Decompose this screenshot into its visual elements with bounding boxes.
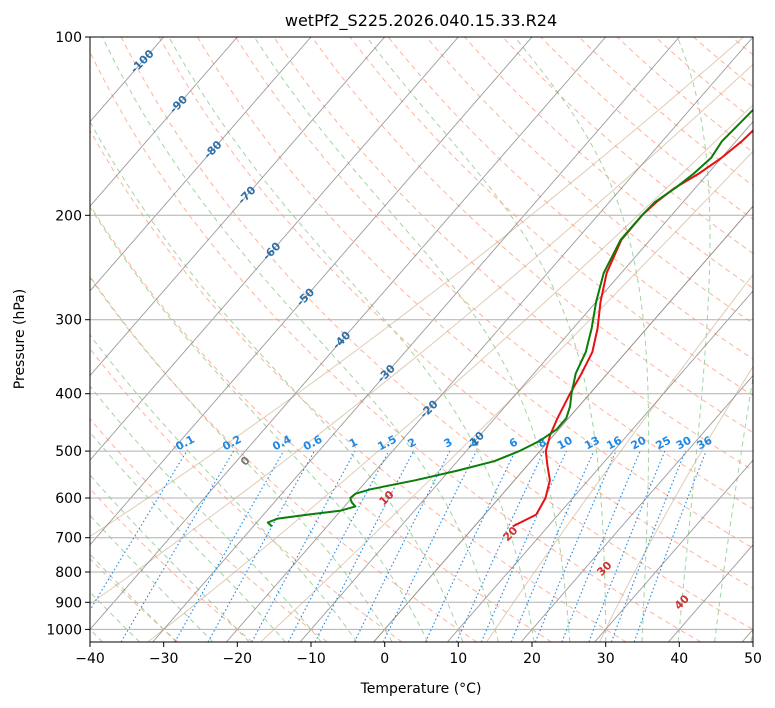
y-axis-ticks: 1000 900 800 700 600 500 400 300 200 100	[46, 30, 90, 638]
isotherm-line	[373, 205, 753, 642]
moist-adiabat-line	[90, 474, 250, 642]
y-tick-label: 1000	[46, 622, 82, 638]
mixing-ratio-label: 20	[629, 434, 649, 453]
mixing-ratio-label: 25	[653, 434, 673, 453]
background-curve	[147, 104, 753, 642]
mixing-ratio-label: 16	[604, 434, 624, 453]
isotherm-line	[447, 290, 753, 642]
dry-adiabat-line	[197, 37, 753, 549]
mixing-ratio-label: 30	[674, 434, 694, 453]
isotherm-line	[90, 37, 459, 461]
background-curve	[599, 365, 753, 642]
isotherm-line	[226, 37, 753, 642]
dry-adiabat-line	[158, 37, 753, 589]
y-tick-label: 900	[55, 595, 82, 611]
mixing-ratio-line	[207, 450, 315, 642]
mixing-ratio-line	[456, 450, 545, 642]
isotherm-line	[90, 37, 238, 207]
background-curve	[90, 37, 744, 538]
dry-adiabat-line	[90, 129, 627, 642]
dry-adiabat-line	[311, 37, 753, 434]
moist-adiabat-line	[90, 431, 286, 642]
moist-adiabat-line	[90, 385, 322, 642]
mixing-ratio-line	[251, 450, 356, 642]
isotherm-line	[299, 120, 753, 642]
dry-adiabat-line	[90, 417, 328, 642]
dry-adiabat-line	[90, 50, 702, 642]
x-tick-label: 30	[597, 651, 615, 667]
plot-area: 0.1 0.2 0.4 0.6 1 1.5 2 3 4 6 8 10 13 16 20 25 30 36-100-…	[90, 37, 753, 642]
mixing-ratio-line	[424, 450, 516, 642]
mixing-ratio-line	[120, 450, 235, 642]
x-tick-label: 0	[380, 651, 389, 667]
temperature-line	[512, 129, 753, 528]
mixing-ratio-line	[174, 450, 285, 642]
background-curve	[486, 273, 753, 642]
background-curve	[90, 63, 753, 605]
dry-adiabat-line	[349, 37, 753, 397]
mixing-ratio-label: 13	[582, 434, 602, 453]
x-tick-label: −20	[223, 651, 253, 667]
y-tick-label: 500	[55, 444, 82, 460]
x-axis-label: Temperature (°C)	[360, 681, 482, 697]
dry-adiabat-line	[616, 37, 753, 153]
x-tick-label: 40	[670, 651, 688, 667]
plot-frame	[89, 36, 754, 643]
isobars	[90, 37, 753, 630]
dewpoint-line	[266, 108, 753, 528]
mixing-ratio-label: 10	[555, 434, 575, 453]
x-tick-label: −40	[75, 651, 105, 667]
isotherm-line	[90, 37, 386, 377]
x-tick-label: 20	[523, 651, 541, 667]
mixing-ratio-label: 36	[695, 434, 715, 453]
x-tick-label: −30	[149, 651, 179, 667]
profile-series	[266, 108, 753, 528]
isotherm-line	[152, 37, 680, 642]
moist-adiabat-line	[676, 37, 711, 642]
moist-adiabat-line	[90, 275, 393, 642]
x-tick-label: 10	[449, 651, 467, 667]
moist-adiabat-line	[101, 37, 499, 642]
moist-adiabat-line	[90, 206, 428, 642]
isotherm-line	[520, 374, 753, 642]
x-tick-label: −10	[296, 651, 326, 667]
dry-adiabat-line	[387, 37, 753, 360]
mixing-ratio-lines	[90, 450, 707, 642]
dry-adiabat-line	[120, 37, 753, 631]
dry-adiabat-line	[578, 37, 753, 187]
isotherm-line	[90, 37, 607, 631]
mixing-ratio-line	[480, 450, 567, 642]
isotherms	[90, 37, 753, 642]
y-tick-label: 600	[55, 491, 82, 507]
chart-title: wetPf2_S225.2026.040.15.33.R24	[285, 11, 557, 31]
mixing-ratio-line	[534, 450, 617, 642]
y-tick-label: 800	[55, 565, 82, 581]
y-tick-label: 100	[55, 30, 82, 46]
isotherm-line	[90, 37, 533, 546]
x-tick-label: 50	[744, 651, 762, 667]
y-tick-label: 400	[55, 387, 82, 403]
moist-adiabats	[90, 37, 753, 642]
isotherm-line	[594, 459, 753, 642]
y-axis-label: Pressure (hPa)	[12, 289, 28, 389]
isotherm-line	[90, 37, 312, 292]
moist-adiabat-line	[90, 120, 464, 642]
dry-adiabat-line	[90, 347, 403, 642]
y-tick-label: 200	[55, 208, 82, 224]
y-tick-label: 300	[55, 313, 82, 329]
x-axis-ticks: −40 −30 −20 −10 0 10 20 30 40 50	[75, 642, 762, 667]
mixing-ratio-line	[510, 450, 595, 642]
moist-adiabat-line	[514, 37, 650, 642]
dry-adiabat-line	[235, 37, 753, 510]
y-tick-label: 700	[55, 531, 82, 547]
moist-adiabat-line	[366, 37, 607, 642]
mixing-ratio-line	[382, 450, 477, 642]
dry-adiabat-line	[90, 204, 552, 642]
moist-adiabat-line	[714, 374, 753, 642]
